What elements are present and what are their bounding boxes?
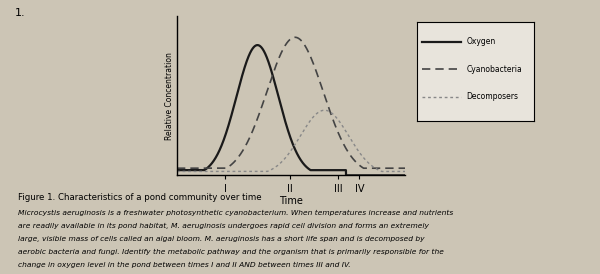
Oxygen (395, 174, 402, 177)
Cyanobacteria (395, 167, 402, 170)
Cyanobacteria (278, 50, 286, 53)
Decomposers (395, 170, 402, 173)
Oxygen (401, 174, 409, 177)
Cyanobacteria (353, 161, 360, 164)
Oxygen (284, 129, 292, 132)
Decomposers (278, 160, 286, 163)
Oxygen (173, 169, 181, 172)
Cyanobacteria (173, 167, 181, 170)
Decomposers (395, 170, 402, 173)
Text: 1.: 1. (15, 8, 26, 18)
Decomposers (401, 170, 409, 173)
Line: Cyanobacteria: Cyanobacteria (177, 37, 405, 168)
Oxygen (353, 174, 360, 177)
X-axis label: Time: Time (279, 196, 303, 206)
Text: Microcystis aeruginosis is a freshwater photosynthetic cyanobacterium. When temp: Microcystis aeruginosis is a freshwater … (18, 210, 453, 216)
Y-axis label: Relative Concentration: Relative Concentration (165, 52, 174, 140)
Decomposers (185, 170, 192, 173)
Text: are readily available in its pond habitat, M. aeruginosis undergoes rapid cell d: are readily available in its pond habita… (18, 223, 429, 229)
Text: Decomposers: Decomposers (466, 92, 518, 101)
Text: large, visible mass of cells called an algal bloom. M. aeruginosis has a short l: large, visible mass of cells called an a… (18, 236, 425, 242)
Oxygen (278, 108, 286, 111)
Text: aerobic bacteria and fungi. Identify the metabolic pathway and the organism that: aerobic bacteria and fungi. Identify the… (18, 249, 444, 255)
Cyanobacteria (185, 167, 192, 170)
Decomposers (284, 153, 292, 156)
Cyanobacteria (284, 40, 292, 43)
Line: Decomposers: Decomposers (177, 110, 405, 172)
Oxygen (185, 169, 192, 172)
Decomposers (353, 147, 360, 150)
Text: Oxygen: Oxygen (466, 37, 496, 46)
Decomposers (173, 170, 181, 173)
Cyanobacteria (395, 167, 402, 170)
Decomposers (321, 109, 328, 112)
Oxygen (254, 44, 261, 47)
Cyanobacteria (401, 167, 409, 170)
Text: change in oxygen level in the pond between times I and II AND between times III : change in oxygen level in the pond betwe… (18, 262, 350, 268)
Cyanobacteria (292, 36, 299, 39)
Line: Oxygen: Oxygen (177, 45, 405, 175)
Text: Figure 1. Characteristics of a pond community over time: Figure 1. Characteristics of a pond comm… (18, 193, 262, 202)
Text: Cyanobacteria: Cyanobacteria (466, 65, 522, 74)
Oxygen (395, 174, 402, 177)
